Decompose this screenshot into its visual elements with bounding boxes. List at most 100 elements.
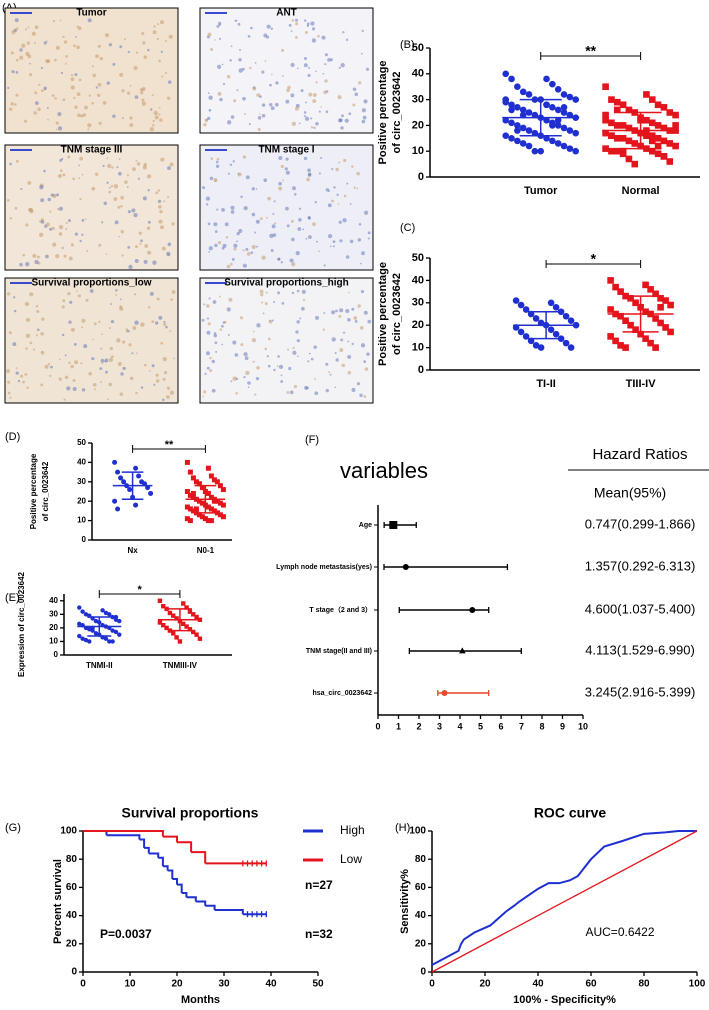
point	[602, 145, 609, 152]
cell-nucleus	[303, 156, 308, 161]
point	[113, 614, 119, 620]
cell-nucleus	[155, 191, 159, 195]
x-tick-label: Normal	[622, 185, 660, 197]
point	[110, 639, 115, 644]
cell-nucleus	[276, 365, 279, 368]
cell-nucleus	[233, 99, 237, 103]
point	[552, 330, 560, 338]
cell-nucleus	[217, 91, 222, 96]
cell-nucleus	[136, 162, 141, 166]
cell-nucleus	[73, 44, 76, 48]
point	[625, 124, 633, 132]
cell-nucleus	[295, 330, 299, 334]
cell-nucleus	[158, 59, 161, 63]
cell-nucleus	[252, 360, 255, 363]
cell-nucleus	[221, 63, 224, 66]
point	[602, 129, 609, 137]
y-tick-label: 40	[412, 68, 424, 80]
point	[441, 690, 448, 696]
point	[660, 153, 668, 160]
cell-nucleus	[248, 123, 251, 126]
point	[642, 335, 649, 342]
cell-nucleus	[147, 250, 152, 255]
y-axis-label: of circ_0023642	[41, 461, 50, 521]
cell-nucleus	[57, 112, 62, 117]
cell-nucleus	[351, 342, 354, 346]
micrograph	[4, 277, 179, 404]
value-label: 1.357(0.292-6.313)	[585, 558, 696, 573]
cell-nucleus	[252, 330, 255, 333]
cell-nucleus	[261, 70, 265, 74]
cell-nucleus	[25, 51, 30, 56]
cell-nucleus	[91, 187, 95, 191]
cell-nucleus	[167, 96, 171, 100]
point	[672, 111, 679, 119]
cell-nucleus	[69, 300, 73, 304]
point	[554, 85, 562, 93]
cell-nucleus	[158, 315, 163, 320]
cell-nucleus	[324, 63, 327, 66]
cell-nucleus	[156, 37, 160, 41]
cell-nucleus	[37, 328, 40, 332]
cell-nucleus	[291, 262, 296, 267]
cell-nucleus	[243, 376, 246, 379]
point	[217, 483, 223, 489]
cell-nucleus	[106, 157, 109, 160]
cell-nucleus	[59, 169, 63, 173]
cell-nucleus	[264, 302, 268, 306]
point	[112, 498, 118, 504]
cell-nucleus	[157, 189, 161, 192]
x-tick-label: 7	[519, 721, 524, 731]
cell-nucleus	[286, 348, 290, 351]
cell-nucleus	[310, 126, 314, 129]
point	[107, 612, 112, 617]
point	[389, 521, 398, 529]
cell-nucleus	[163, 322, 167, 326]
cell-nucleus	[119, 72, 124, 77]
cell-nucleus	[289, 390, 294, 395]
cell-nucleus	[62, 98, 66, 102]
point	[567, 317, 575, 325]
x-tick-label: 0	[429, 979, 435, 990]
cell-nucleus	[17, 379, 21, 383]
cell-nucleus	[132, 326, 137, 330]
cell-nucleus	[325, 388, 329, 393]
cell-nucleus	[245, 247, 249, 251]
cell-nucleus	[26, 41, 31, 45]
point	[562, 312, 570, 320]
annotation: AUC=0.6422	[585, 925, 654, 939]
x-tick-label: 10	[124, 979, 136, 990]
cell-nucleus	[54, 97, 57, 100]
cell-nucleus	[266, 24, 271, 29]
cell-nucleus	[140, 386, 144, 389]
cell-nucleus	[20, 374, 24, 378]
y-tick-label: 60	[66, 882, 78, 893]
point	[648, 96, 656, 103]
image-label: ANT	[276, 8, 297, 19]
panel-label: (D)	[5, 431, 20, 443]
y-tick-label: 20	[412, 319, 424, 331]
cell-nucleus	[232, 376, 237, 381]
point	[205, 465, 211, 471]
point	[199, 485, 205, 491]
cell-nucleus	[51, 94, 55, 97]
point	[519, 124, 527, 132]
cell-nucleus	[363, 210, 369, 215]
point	[519, 140, 527, 147]
point	[619, 101, 627, 109]
cell-nucleus	[247, 381, 251, 385]
cell-nucleus	[315, 81, 318, 84]
cell-nucleus	[306, 386, 309, 390]
annotation: P=0.0037	[100, 927, 152, 941]
cell-nucleus	[318, 250, 321, 253]
point	[613, 106, 621, 114]
cell-nucleus	[77, 26, 82, 31]
y-tick-label: 0	[54, 650, 59, 659]
y-tick-label: 50	[412, 42, 424, 54]
cell-nucleus	[232, 160, 235, 163]
cell-nucleus	[118, 235, 121, 238]
survival-step	[186, 896, 197, 902]
cell-nucleus	[26, 317, 31, 322]
point	[657, 295, 664, 302]
cell-nucleus	[345, 309, 350, 313]
